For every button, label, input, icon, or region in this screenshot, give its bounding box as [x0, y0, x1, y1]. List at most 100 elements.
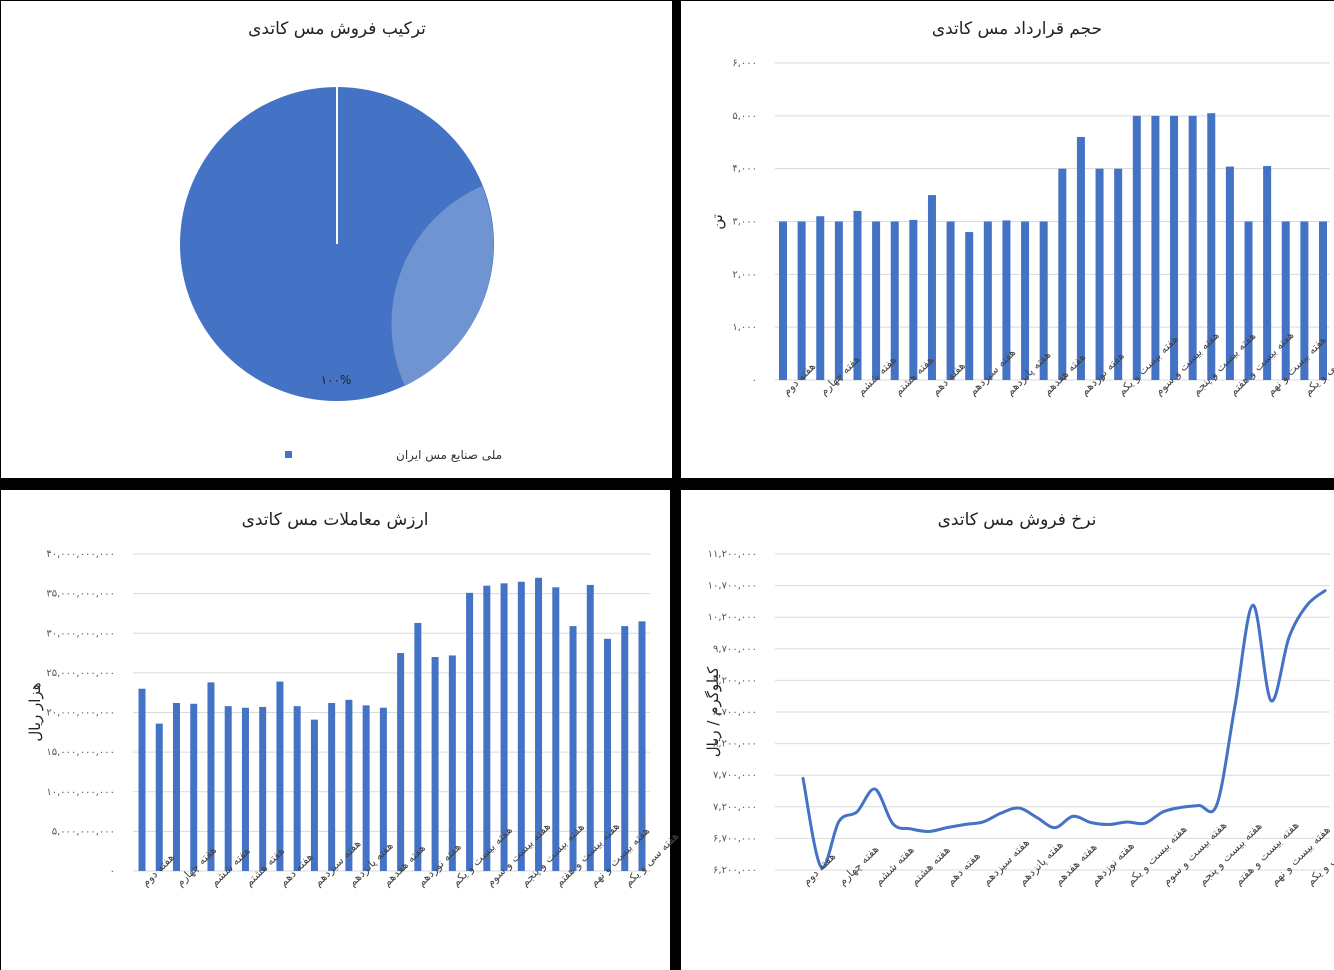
- value-bar: [379, 707, 387, 871]
- value-bar: [328, 702, 336, 871]
- volume-bar: [1076, 136, 1085, 380]
- volume-bar: [1244, 221, 1253, 380]
- volume-bar: [1225, 166, 1234, 380]
- value-bar: [638, 621, 646, 871]
- value-bar: [190, 703, 198, 871]
- value-ytick-label: ۲۰,۰۰۰,۰۰۰,۰۰۰: [46, 708, 115, 719]
- value-bar: [293, 706, 301, 871]
- rate-ylabel: کیلوگرم / ریال: [704, 666, 722, 757]
- volume-bar: [1188, 115, 1197, 380]
- value-bar: [448, 655, 456, 871]
- volume-bar: [1039, 221, 1048, 380]
- rate-ytick-label: ۷,۷۰۰,۰۰۰: [713, 770, 757, 781]
- value-ytick-label: ۳۰,۰۰۰,۰۰۰,۰۰۰: [46, 628, 115, 639]
- pie-title: ترکیب فروش مس کاتدی: [248, 19, 426, 39]
- volume-bar: [1021, 221, 1030, 380]
- volume-ylabel: تن: [708, 214, 726, 230]
- value-ytick-label: ۳۵,۰۰۰,۰۰۰,۰۰۰: [46, 589, 115, 600]
- volume-bar: [834, 221, 843, 380]
- rate-ytick-label: ۶,۷۰۰,۰۰۰: [713, 833, 757, 844]
- volume-bar: [1319, 221, 1327, 380]
- rate-title: نرخ فروش مس کاتدی: [938, 510, 1097, 530]
- volume-bar: [1058, 168, 1067, 380]
- value-title: ارزش معاملات مس کاتدی: [242, 510, 429, 530]
- volume-bar: [1095, 168, 1104, 380]
- value-bar: [586, 584, 594, 871]
- rate-ytick-label: ۶,۲۰۰,۰۰۰: [713, 865, 757, 876]
- value-bar: [604, 638, 612, 871]
- value-bar: [569, 626, 577, 871]
- value-bar: [397, 653, 405, 871]
- volume-bar: [1002, 220, 1011, 380]
- rate-ytick-label: ۹,۲۰۰,۰۰۰: [713, 675, 757, 686]
- volume-ytick-label: ۵,۰۰۰: [732, 111, 757, 122]
- value-bar: [517, 581, 525, 871]
- value-ytick-label: ۴۰,۰۰۰,۰۰۰,۰۰۰: [46, 549, 115, 560]
- value-bar: [241, 707, 249, 871]
- value-bar: [466, 592, 474, 871]
- value-ytick-label: ۱۰,۰۰۰,۰۰۰,۰۰۰: [46, 787, 115, 798]
- pie-legend-swatch: [285, 451, 292, 458]
- value-bar: [552, 587, 560, 871]
- volume-bar: [872, 221, 881, 380]
- value-bar: [259, 706, 267, 871]
- volume-bar: [853, 210, 862, 380]
- volume-ytick-label: ۴,۰۰۰: [732, 164, 757, 175]
- value-ytick-label: ۵,۰۰۰,۰۰۰,۰۰۰: [52, 826, 115, 837]
- volume-ytick-label: ۰: [752, 375, 757, 386]
- rate-ytick-label: ۸,۷۰۰,۰۰۰: [713, 707, 757, 718]
- volume-bar: [1207, 113, 1216, 381]
- volume-title: حجم قرارداد مس کاتدی: [932, 19, 1102, 39]
- volume-bar: [1263, 166, 1272, 380]
- value-ytick-label: ۲۵,۰۰۰,۰۰۰,۰۰۰: [46, 668, 115, 679]
- volume-bar: [1300, 221, 1309, 380]
- volume-bar: [946, 221, 955, 380]
- value-bar: [224, 706, 232, 871]
- rate-ytick-label: ۱۱,۲۰۰,۰۰۰: [708, 549, 757, 560]
- value-bar: [138, 688, 146, 871]
- panel-rate: [681, 490, 1334, 970]
- value-bar: [500, 583, 508, 871]
- value-bar: [431, 657, 439, 871]
- value-ytick-label: ۱۵,۰۰۰,۰۰۰,۰۰۰: [46, 747, 115, 758]
- volume-bar: [1281, 221, 1290, 380]
- value-ytick-label: ۰: [110, 866, 115, 877]
- volume-bar: [1114, 168, 1123, 380]
- volume-bar: [909, 219, 918, 380]
- volume-ytick-label: ۳,۰۰۰: [732, 217, 757, 228]
- rate-ytick-label: ۸,۲۰۰,۰۰۰: [713, 739, 757, 750]
- value-bar: [535, 577, 543, 871]
- value-bar: [276, 681, 284, 871]
- rate-ytick-label: ۱۰,۲۰۰,۰۰۰: [708, 612, 757, 623]
- value-bar: [207, 682, 215, 871]
- value-bar: [414, 622, 422, 871]
- volume-ytick-label: ۱,۰۰۰: [732, 322, 757, 333]
- volume-bar: [1151, 115, 1160, 380]
- value-bar: [345, 699, 353, 871]
- volume-bar: [816, 216, 825, 380]
- value-bar: [310, 719, 318, 871]
- volume-bar: [779, 221, 787, 380]
- value-bar: [362, 705, 370, 871]
- value-bar: [621, 626, 629, 871]
- value-bar: [172, 702, 180, 871]
- volume-ytick-label: ۲,۰۰۰: [732, 269, 757, 280]
- volume-bar: [890, 221, 899, 380]
- volume-bar: [1132, 115, 1141, 380]
- rate-ytick-label: ۷,۲۰۰,۰۰۰: [713, 802, 757, 813]
- rate-series-line: [801, 589, 1327, 869]
- value-bar: [483, 585, 491, 871]
- rate-ytick-label: ۱۰,۷۰۰,۰۰۰: [708, 581, 757, 592]
- pie-chart: ۱۰۰% ملی صنایع مس ایران: [180, 87, 502, 463]
- volume-bar: [1170, 115, 1179, 380]
- volume-bar: [927, 195, 936, 380]
- value-bar: [155, 723, 163, 871]
- volume-bar: [965, 232, 974, 380]
- volume-ytick-label: ۶,۰۰۰: [732, 58, 757, 69]
- value-ylabel: هزار ریال: [26, 682, 44, 741]
- volume-bar: [797, 221, 806, 380]
- pie-legend-label: ملی صنایع مس ایران: [396, 448, 502, 463]
- pie-data-label: ۱۰۰%: [321, 373, 352, 387]
- pie-watermark-highlight: [391, 186, 494, 386]
